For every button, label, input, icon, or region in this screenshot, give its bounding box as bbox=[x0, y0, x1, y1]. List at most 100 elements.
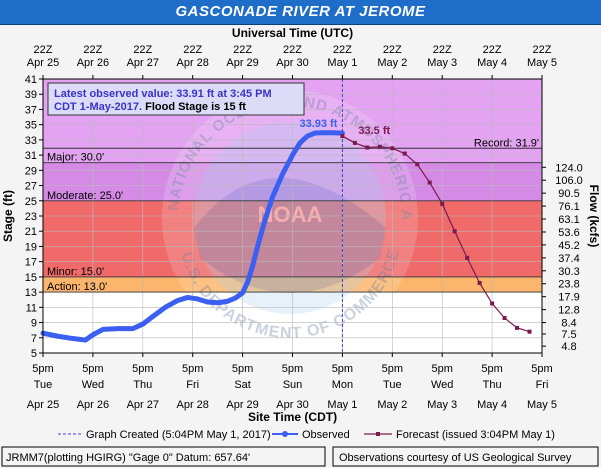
forecast-point bbox=[377, 144, 382, 149]
y2-tick-label: 63.1 bbox=[558, 214, 579, 226]
y2-tick-label: 30.3 bbox=[558, 266, 579, 278]
legend-created-label: Graph Created (5:04PM May 1, 2017) bbox=[86, 429, 271, 441]
forecast-point bbox=[527, 329, 532, 334]
top-tick-label: 22Z bbox=[183, 44, 202, 56]
bottom-tick-day: Tue bbox=[34, 379, 53, 391]
top-axis-title: Universal Time (UTC) bbox=[232, 26, 353, 40]
minor-stage-label: Minor: 15.0' bbox=[47, 266, 104, 278]
y-axis-title: Stage (ft) bbox=[1, 190, 15, 242]
y-tick-label: 9 bbox=[31, 318, 37, 330]
y-tick-label: 11 bbox=[26, 302, 37, 314]
bottom-tick-time: 5pm bbox=[132, 363, 153, 375]
bottom-tick-date: May 2 bbox=[377, 399, 407, 411]
bottom-tick-day: Thu bbox=[133, 379, 152, 391]
top-tick-label: 22Z bbox=[533, 44, 552, 56]
bottom-tick-day: Wed bbox=[82, 379, 104, 391]
bottom-tick-time: 5pm bbox=[531, 363, 552, 375]
observed-peak-label: 33.93 ft bbox=[299, 118, 337, 130]
y-tick-label: 29 bbox=[25, 165, 37, 177]
forecast-point bbox=[390, 146, 395, 151]
bottom-tick-time: 5pm bbox=[82, 363, 103, 375]
bottom-tick-day: Sun bbox=[283, 379, 303, 391]
top-tick-date: May 1 bbox=[327, 57, 357, 69]
forecast-point bbox=[440, 201, 445, 206]
bottom-tick-date: Apr 30 bbox=[276, 399, 308, 411]
y-tick-label: 27 bbox=[25, 181, 37, 193]
bottom-tick-time: 5pm bbox=[332, 363, 353, 375]
forecast-point bbox=[365, 145, 370, 150]
footer-right-box bbox=[332, 446, 599, 467]
y-tick-label: 7 bbox=[31, 333, 37, 345]
y-tick-label: 25 bbox=[25, 196, 37, 208]
top-tick-date: Apr 27 bbox=[127, 57, 159, 69]
bottom-tick-time: 5pm bbox=[382, 363, 403, 375]
bottom-tick-date: May 1 bbox=[327, 399, 357, 411]
y-tick-label: 37 bbox=[25, 104, 37, 116]
top-tick-date: Apr 26 bbox=[77, 57, 109, 69]
bottom-tick-time: 5pm bbox=[232, 363, 253, 375]
bottom-tick-date: May 5 bbox=[527, 399, 557, 411]
observed-series-line bbox=[40, 130, 345, 343]
y-axis-right: 4.87.58.412.817.923.830.337.445.253.663.… bbox=[542, 162, 601, 353]
top-tick-date: Apr 30 bbox=[276, 57, 308, 69]
info-box-line2: CDT 1-May-2017. Flood Stage is 15 ft bbox=[54, 101, 246, 113]
y2-tick-label: 53.6 bbox=[558, 227, 579, 239]
bottom-tick-time: 5pm bbox=[431, 363, 452, 375]
y2-tick-label: 37.4 bbox=[558, 253, 579, 265]
forecast-point bbox=[352, 140, 357, 145]
bottom-axis-title: Site Time (CDT) bbox=[248, 410, 337, 424]
top-tick-label: 22Z bbox=[333, 44, 352, 56]
forecast-point bbox=[465, 255, 470, 260]
y-tick-label: 35 bbox=[25, 120, 37, 132]
forecast-point bbox=[515, 325, 520, 330]
top-tick-date: May 2 bbox=[377, 57, 407, 69]
forecast-point bbox=[490, 301, 495, 306]
bottom-tick-time: 5pm bbox=[182, 363, 203, 375]
y2-tick-label: 106.0 bbox=[555, 175, 583, 187]
y2-tick-label: 4.8 bbox=[561, 341, 576, 353]
top-tick-label: 22Z bbox=[83, 44, 102, 56]
y-tick-label: 39 bbox=[25, 89, 37, 101]
y-tick-label: 15 bbox=[25, 272, 37, 284]
forecast-point bbox=[452, 229, 457, 234]
bottom-tick-day: Fri bbox=[536, 379, 549, 391]
y-tick-label: 19 bbox=[25, 241, 37, 253]
top-tick-label: 22Z bbox=[383, 44, 402, 56]
y-tick-label: 13 bbox=[25, 287, 37, 299]
title-bar: GASCONADE RIVER AT JEROME bbox=[0, 0, 601, 25]
top-tick-label: 22Z bbox=[283, 44, 302, 56]
y2-tick-label: 7.5 bbox=[561, 329, 576, 341]
forecast-point bbox=[427, 180, 432, 185]
y2-tick-label: 12.8 bbox=[558, 305, 579, 317]
top-tick-date: Apr 29 bbox=[226, 57, 258, 69]
x-axis-bottom: 5pm Tue Apr 25 5pm Wed Apr 26 5pm Thu Apr 27 5pm F… bbox=[27, 353, 557, 424]
bottom-tick-day: Fri bbox=[186, 379, 199, 391]
top-tick-label: 22Z bbox=[133, 44, 152, 56]
top-tick-date: Apr 25 bbox=[27, 57, 59, 69]
top-tick-label: 22Z bbox=[433, 44, 452, 56]
bottom-tick-time: 5pm bbox=[282, 363, 303, 375]
action-stage-label: Action: 13.0' bbox=[47, 281, 107, 293]
y2-tick-label: 45.2 bbox=[558, 240, 579, 252]
y2-tick-label: 124.0 bbox=[555, 162, 583, 174]
bottom-tick-day: Wed bbox=[431, 379, 453, 391]
y-tick-label: 5 bbox=[31, 348, 37, 360]
top-tick-label: 22Z bbox=[34, 44, 53, 56]
legend-observed-label: Observed bbox=[302, 429, 350, 441]
forecast-point bbox=[502, 315, 507, 320]
bottom-tick-day: Sat bbox=[234, 379, 251, 391]
top-tick-label: 22Z bbox=[483, 44, 502, 56]
footer-left-box bbox=[1, 446, 326, 467]
y-tick-label: 41 bbox=[25, 74, 37, 86]
info-box-frame bbox=[47, 82, 305, 116]
legend-forecast-marker bbox=[376, 432, 380, 436]
info-box-line1: Latest observed value: 33.91 ft at 3:45 … bbox=[54, 88, 272, 100]
y2-tick-label: 17.9 bbox=[558, 292, 579, 304]
flood-threshold-lines: Major: 30.0' Moderate: 25.0' Minor: 15.0' A… bbox=[43, 137, 542, 293]
forecast-point bbox=[415, 162, 420, 167]
bottom-tick-time: 5pm bbox=[32, 363, 53, 375]
footer: JRMM7(plotting HGIRG) "Gage 0" Datum: 65… bbox=[1, 446, 599, 467]
